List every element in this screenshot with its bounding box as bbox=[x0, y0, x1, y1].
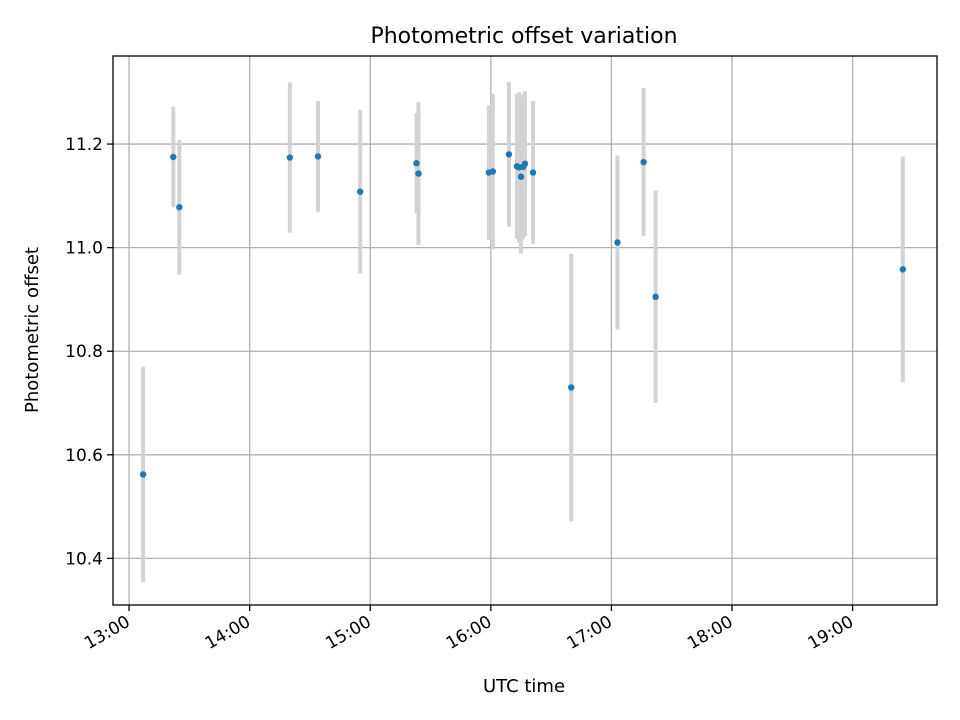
error-bars bbox=[141, 81, 905, 583]
x-tick-label: 14:00 bbox=[202, 612, 254, 654]
data-point bbox=[521, 160, 529, 167]
x-tick-label: 18:00 bbox=[684, 612, 736, 654]
x-axis-label: UTC time bbox=[483, 676, 565, 697]
data-point bbox=[314, 153, 322, 160]
data-point bbox=[357, 188, 364, 195]
y-axis-label: Photometric offset bbox=[22, 247, 43, 413]
x-tick-label: 19:00 bbox=[805, 612, 857, 654]
y-tick-label: 10.6 bbox=[65, 446, 103, 466]
x-tick-label: 17:00 bbox=[563, 612, 615, 654]
x-tick-label: 16:00 bbox=[443, 612, 495, 654]
y-axis-ticks: 10.4 10.6 10.8 11.0 11.2 bbox=[65, 135, 113, 569]
data-point bbox=[505, 151, 513, 158]
data-point bbox=[489, 168, 497, 175]
data-point bbox=[640, 158, 647, 166]
data-point bbox=[415, 170, 422, 177]
data-point bbox=[517, 173, 525, 180]
x-tick-label: 13:00 bbox=[81, 612, 133, 654]
data-point bbox=[652, 293, 659, 301]
data-point bbox=[139, 471, 147, 478]
data-point bbox=[413, 160, 420, 167]
data-point bbox=[899, 266, 907, 273]
x-tick-label: 15:00 bbox=[322, 612, 374, 654]
data-point bbox=[614, 239, 621, 246]
grid bbox=[113, 56, 937, 605]
chart-title: Photometric offset variation bbox=[370, 24, 677, 49]
y-tick-label: 10.4 bbox=[65, 549, 103, 569]
data-point bbox=[529, 169, 537, 176]
x-axis-ticks: 13:00 14:00 15:00 16:00 17:00 18:00 19:00 bbox=[81, 605, 857, 654]
y-tick-label: 11.0 bbox=[65, 239, 103, 259]
data-points bbox=[139, 151, 907, 478]
y-tick-label: 10.8 bbox=[65, 342, 103, 362]
data-point bbox=[286, 154, 294, 161]
data-point bbox=[568, 384, 575, 391]
plot-frame bbox=[112, 55, 938, 606]
y-tick-label: 11.2 bbox=[65, 135, 103, 155]
data-point bbox=[170, 153, 177, 161]
data-point bbox=[176, 204, 183, 211]
